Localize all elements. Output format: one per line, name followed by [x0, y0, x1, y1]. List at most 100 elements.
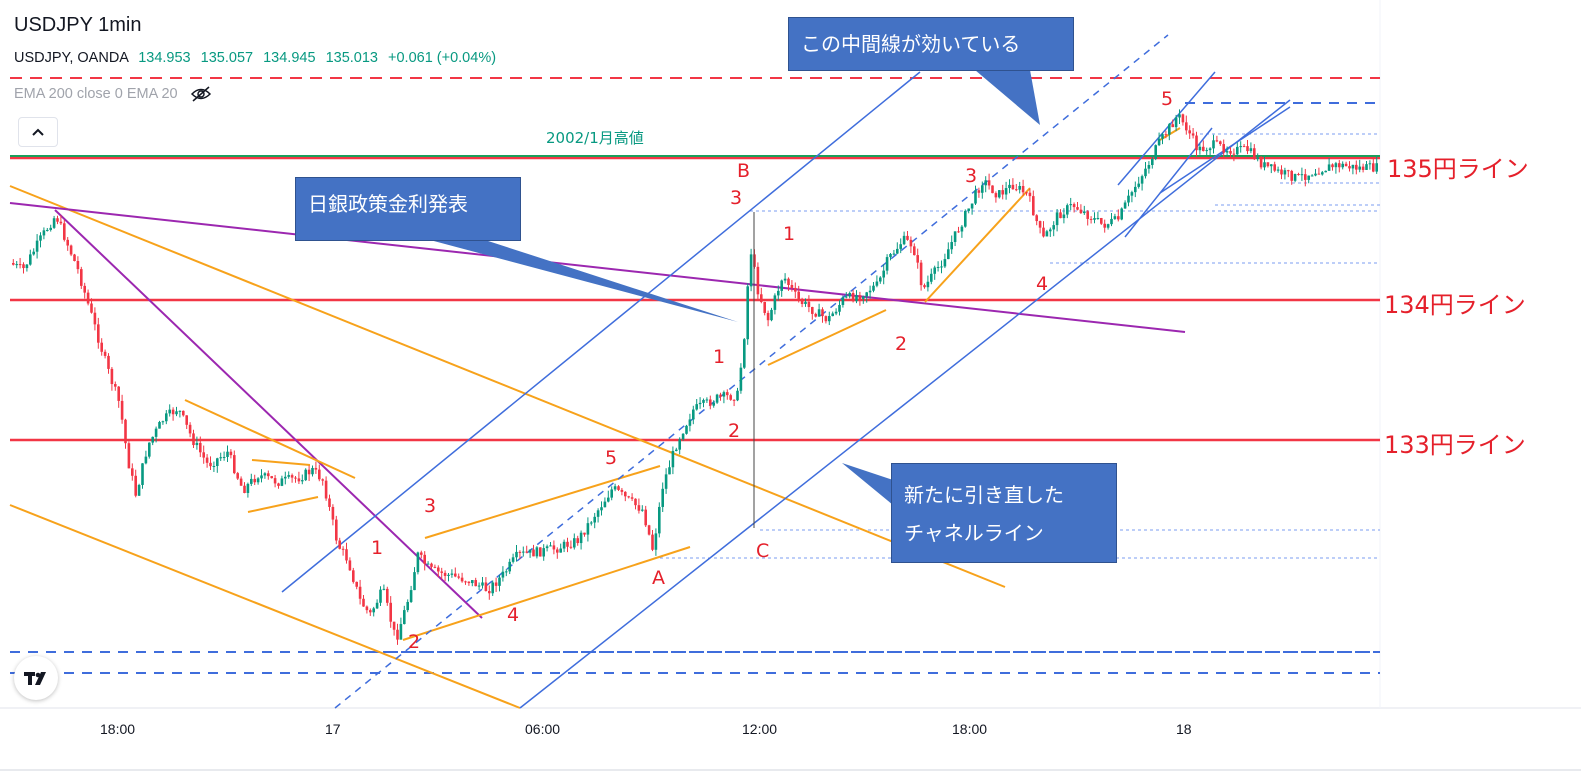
- candle-body: [471, 580, 474, 584]
- candle-body: [1341, 163, 1344, 168]
- candle-body: [447, 574, 450, 576]
- candle-body: [39, 235, 42, 241]
- candle-body: [314, 467, 318, 470]
- candle-body: [722, 392, 726, 397]
- candle-body: [1123, 202, 1127, 209]
- candle-body: [250, 478, 253, 484]
- candle-body: [698, 402, 702, 405]
- candle-body: [318, 469, 321, 480]
- indicator-label: EMA 200 close 0 EMA 20: [14, 86, 178, 102]
- candle-body: [1304, 174, 1307, 180]
- candle-body: [229, 451, 233, 456]
- candle-body: [450, 573, 454, 575]
- candle-body: [709, 399, 712, 406]
- candle-body: [885, 257, 889, 271]
- symbol-label: USDJPY, OANDA: [14, 50, 129, 66]
- candle-body: [284, 476, 287, 479]
- candle-body: [1334, 163, 1338, 168]
- eye-off-icon[interactable]: [190, 86, 212, 102]
- candle-body: [1338, 163, 1341, 168]
- candle-body: [205, 457, 209, 463]
- candle-body: [1327, 164, 1331, 171]
- candle-body: [1130, 192, 1134, 196]
- candle-body: [287, 475, 290, 477]
- candle-body: [49, 227, 52, 230]
- low-value: 134.945: [263, 50, 316, 66]
- candle-body: [960, 226, 964, 232]
- candle-body: [678, 439, 681, 450]
- collapse-legend-button[interactable]: [18, 117, 58, 147]
- candle-body: [760, 294, 763, 302]
- candle-body: [821, 309, 824, 317]
- candle-body: [726, 392, 729, 396]
- candle-body: [1317, 173, 1321, 175]
- wave-label: 4: [507, 604, 520, 626]
- candle-body: [1188, 130, 1191, 134]
- candle-body: [219, 457, 222, 459]
- candle-body: [508, 561, 511, 572]
- candle-body: [800, 299, 804, 305]
- candle-body: [1055, 212, 1059, 226]
- candle-body: [1028, 192, 1032, 197]
- candle-body: [1355, 164, 1358, 170]
- candle-body: [131, 468, 134, 476]
- candle-body: [617, 486, 620, 490]
- candle-body: [467, 581, 471, 584]
- indicator-legend[interactable]: EMA 200 close 0 EMA 20: [14, 86, 212, 102]
- tradingview-logo[interactable]: [14, 656, 58, 700]
- candle-body: [18, 264, 22, 266]
- wave-label: B: [737, 160, 751, 182]
- candle-body: [872, 285, 875, 291]
- candle-body: [97, 324, 100, 343]
- candle-body: [1174, 117, 1178, 128]
- candle-body: [705, 399, 709, 401]
- candle-body: [409, 590, 413, 602]
- candle-body: [1314, 173, 1317, 176]
- candle-body: [834, 311, 838, 314]
- candle-body: [862, 296, 865, 299]
- candle-body: [430, 563, 433, 567]
- candle-body: [460, 577, 464, 582]
- candle-body: [814, 313, 817, 317]
- callout-boj: 日銀政策金利発表: [295, 177, 521, 241]
- candle-body: [1045, 231, 1049, 237]
- candle-body: [1008, 184, 1011, 189]
- candle-body: [426, 563, 430, 565]
- open-value: 134.953: [138, 50, 191, 66]
- candle-body: [824, 316, 828, 322]
- candle-body: [331, 506, 335, 520]
- candle-body: [233, 455, 236, 474]
- candle-body: [549, 545, 552, 547]
- candle-body: [321, 479, 324, 481]
- candle-body: [732, 399, 736, 401]
- candle-body: [511, 557, 515, 562]
- candle-body: [855, 295, 858, 302]
- candle-body: [100, 342, 103, 352]
- candle-body: [1202, 146, 1205, 151]
- candle-body: [712, 402, 715, 406]
- candle-body: [902, 235, 906, 245]
- candle-body: [505, 571, 508, 573]
- candle-body: [1113, 216, 1117, 219]
- candle-body: [154, 428, 158, 437]
- candle-body: [328, 498, 331, 507]
- wave-label: A: [652, 567, 665, 589]
- candle-body: [185, 415, 188, 425]
- candle-body: [736, 390, 739, 401]
- candle-body: [1171, 124, 1174, 128]
- candle-body: [1089, 218, 1093, 220]
- candle-body: [794, 287, 797, 292]
- candle-body: [1062, 214, 1066, 219]
- close-value: 135.013: [325, 50, 378, 66]
- candle-body: [970, 203, 974, 209]
- candle-body: [899, 244, 902, 249]
- candle-body: [35, 240, 39, 252]
- x-tick-label: 17: [325, 721, 341, 737]
- candle-body: [1093, 218, 1096, 220]
- candle-body: [372, 608, 375, 613]
- channel-line: [281, 71, 921, 593]
- candles: [12, 109, 1378, 645]
- candle-body: [484, 582, 488, 592]
- candle-body: [1025, 192, 1028, 194]
